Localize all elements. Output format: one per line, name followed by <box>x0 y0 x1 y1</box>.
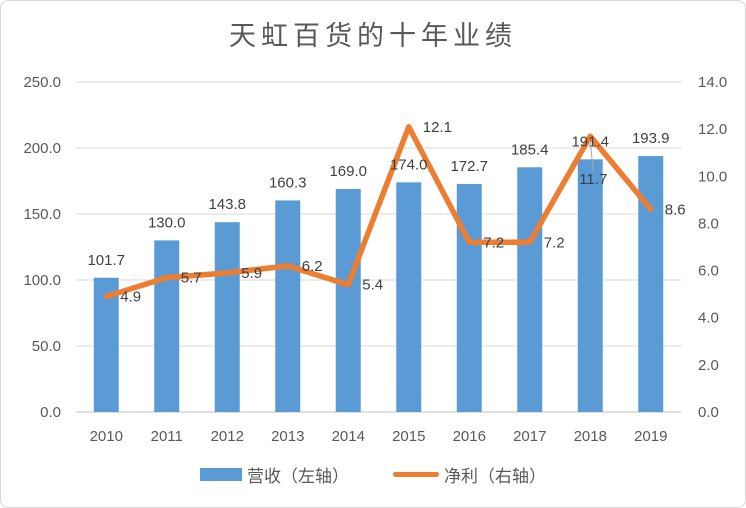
right-axis-tick: 10.0 <box>698 168 727 185</box>
revenue-bar <box>396 182 422 412</box>
right-axis-tick: 12.0 <box>698 121 727 138</box>
x-axis-label: 2013 <box>271 428 304 445</box>
right-axis-tick: 4.0 <box>698 310 719 327</box>
line-data-label: 8.6 <box>665 201 686 218</box>
legend-label-net-profit: 净利（右轴） <box>444 467 546 486</box>
revenue-bar <box>577 159 603 412</box>
revenue-bar <box>93 277 119 412</box>
left-axis-tick: 150.0 <box>23 206 61 223</box>
x-axis-label: 2010 <box>90 428 123 445</box>
line-data-label: 7.2 <box>544 234 565 251</box>
legend-label-revenue: 营收（左轴） <box>247 467 349 486</box>
revenue-bar <box>154 240 180 412</box>
right-axis-tick: 2.0 <box>698 357 719 374</box>
line-data-label: 5.4 <box>362 277 383 294</box>
revenue-bar <box>456 184 482 412</box>
left-axis-tick: 200.0 <box>23 140 61 157</box>
revenue-bar <box>517 167 543 412</box>
right-axis-tick: 0.0 <box>698 404 719 421</box>
left-axis-tick: 0.0 <box>40 404 61 421</box>
x-axis-label: 2014 <box>332 428 365 445</box>
line-data-label: 5.9 <box>241 265 262 282</box>
bar-data-label: 193.9 <box>632 130 670 147</box>
revenue-bar <box>214 222 240 412</box>
legend-item-revenue: 营收（左轴） <box>200 462 349 487</box>
left-axis-tick: 250.0 <box>23 74 61 91</box>
bar-data-label: 101.7 <box>87 252 125 269</box>
line-data-label: 12.1 <box>423 119 452 136</box>
bar-data-label: 130.0 <box>148 214 186 231</box>
label-leader-line <box>589 141 594 172</box>
line-data-label: 4.9 <box>120 289 141 306</box>
x-axis-label: 2018 <box>574 428 607 445</box>
revenue-bar <box>335 188 361 412</box>
line-data-label: 6.2 <box>302 258 323 275</box>
net-profit-swatch-icon <box>393 472 439 477</box>
right-axis-tick: 14.0 <box>698 74 727 91</box>
line-data-label: 11.7 <box>579 171 607 188</box>
x-axis-label: 2015 <box>392 428 425 445</box>
right-axis-tick: 6.0 <box>698 263 719 280</box>
bar-data-label: 172.7 <box>450 158 488 175</box>
x-axis-label: 2012 <box>211 428 244 445</box>
line-data-label: 7.2 <box>483 234 504 251</box>
bar-data-label: 169.0 <box>329 163 367 180</box>
left-axis-tick: 50.0 <box>32 338 61 355</box>
bar-data-label: 174.0 <box>390 156 428 173</box>
x-axis-label: 2011 <box>151 428 183 445</box>
chart-legend: 营收（左轴） 净利（右轴） <box>1 462 745 487</box>
right-axis-tick: 8.0 <box>698 215 719 232</box>
left-axis-tick: 100.0 <box>23 272 61 289</box>
chart-title: 天虹百货的十年业绩 <box>229 21 517 51</box>
revenue-bar <box>275 200 301 412</box>
net-profit-line <box>103 124 654 300</box>
x-axis-label: 2017 <box>513 428 546 445</box>
revenue-swatch-icon <box>200 468 242 481</box>
line-data-label: 5.7 <box>181 270 202 287</box>
bar-data-label: 143.8 <box>208 196 246 213</box>
x-axis-label: 2019 <box>634 428 667 445</box>
bar-data-label: 185.4 <box>511 141 549 158</box>
legend-item-net-profit: 净利（右轴） <box>393 462 546 487</box>
bar-data-label: 160.3 <box>269 174 307 191</box>
x-axis-label: 2016 <box>453 428 486 445</box>
